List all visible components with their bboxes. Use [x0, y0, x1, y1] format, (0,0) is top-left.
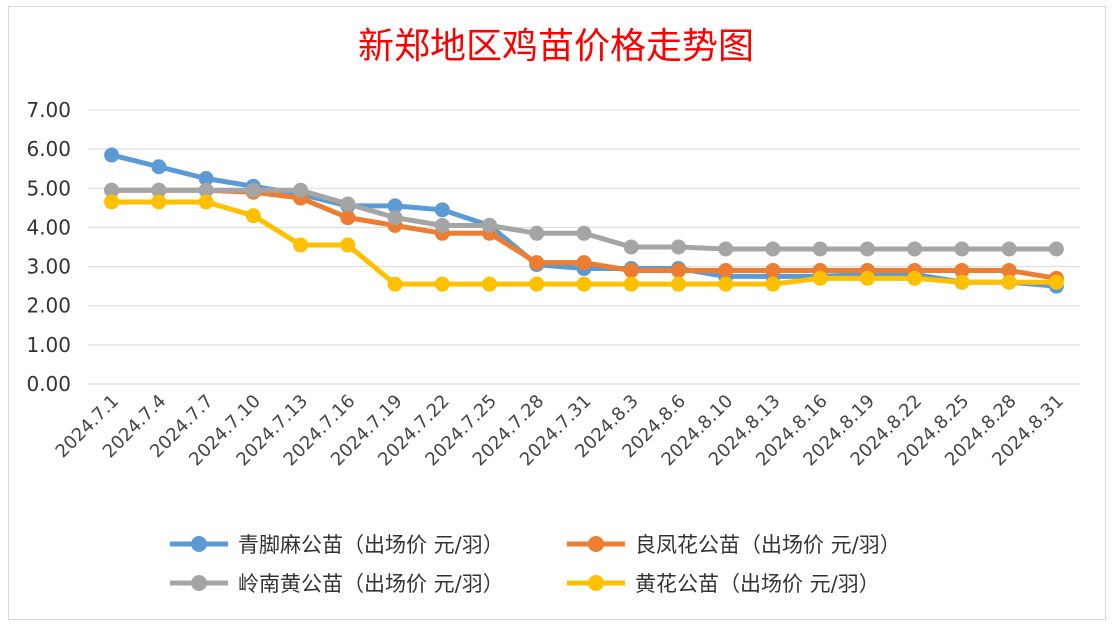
data-point	[765, 241, 781, 257]
data-point	[340, 210, 356, 226]
legend-item: 岭南黄公苗（出场价 元/羽）	[170, 572, 504, 596]
data-point	[104, 182, 120, 198]
data-point	[1001, 241, 1017, 257]
legend-item: 黄花公苗（出场价 元/羽）	[567, 572, 880, 596]
data-point	[1048, 274, 1064, 290]
data-point	[434, 202, 450, 218]
legend-marker	[588, 536, 604, 552]
x-axis-labels: 2024.7.12024.7.42024.7.72024.7.102024.7.…	[52, 391, 1068, 471]
data-point	[1001, 274, 1017, 290]
y-tick-label: 4.00	[26, 215, 71, 239]
data-point	[718, 262, 734, 278]
y-tick-label: 5.00	[26, 176, 71, 200]
data-point	[529, 255, 545, 271]
data-point	[434, 276, 450, 292]
legend-item: 良凤花公苗（出场价 元/羽）	[567, 533, 901, 557]
data-point	[434, 217, 450, 233]
data-point	[623, 262, 639, 278]
legend-label: 岭南黄公苗（出场价 元/羽）	[238, 572, 504, 596]
data-point	[623, 276, 639, 292]
data-point	[812, 270, 828, 286]
data-point	[907, 241, 923, 257]
data-point	[198, 171, 214, 186]
data-point	[765, 262, 781, 278]
legend-label: 黄花公苗（出场价 元/羽）	[635, 572, 880, 596]
y-tick-label: 7.00	[26, 98, 71, 122]
data-point	[670, 276, 686, 292]
chart-title: 新郑地区鸡苗价格走势图	[358, 26, 754, 67]
data-point	[812, 241, 828, 257]
data-point	[765, 276, 781, 292]
data-point	[623, 239, 639, 255]
data-point	[1048, 241, 1064, 257]
data-point	[670, 262, 686, 278]
y-tick-label: 2.00	[26, 294, 71, 318]
data-point	[151, 194, 167, 210]
chart-frame	[8, 6, 1106, 620]
legend-marker	[191, 536, 207, 552]
data-point	[340, 196, 356, 212]
data-point	[576, 225, 592, 241]
y-axis-labels: 0.00 1.00 2.00 3.00 4.00 5.00 6.00 7.00	[26, 98, 71, 396]
data-point	[954, 274, 970, 290]
data-point	[954, 262, 970, 278]
data-point	[576, 255, 592, 271]
data-point	[104, 194, 120, 210]
data-point	[907, 270, 923, 286]
data-point	[387, 198, 403, 214]
data-point	[293, 182, 309, 198]
data-point	[151, 182, 167, 198]
data-point	[387, 210, 403, 226]
data-point	[576, 276, 592, 292]
data-point	[198, 194, 214, 210]
data-point	[245, 208, 261, 224]
data-point	[1001, 262, 1017, 278]
data-point	[670, 239, 686, 255]
data-point	[387, 276, 403, 292]
data-point	[718, 241, 734, 257]
legend-item: 青脚麻公苗（出场价 元/羽）	[170, 533, 504, 557]
series-3	[104, 182, 1064, 257]
data-point	[859, 270, 875, 286]
data-point	[482, 276, 498, 292]
y-tick-label: 3.00	[26, 255, 71, 279]
data-point	[718, 276, 734, 292]
y-tick-label: 6.00	[26, 137, 71, 161]
data-point	[954, 241, 970, 257]
legend-marker	[191, 575, 207, 591]
y-tick-label: 0.00	[26, 372, 71, 396]
data-point	[151, 159, 167, 175]
data-point	[859, 241, 875, 257]
data-point	[293, 237, 309, 253]
data-point	[529, 276, 545, 292]
legend-marker	[588, 575, 604, 591]
legend-label: 青脚麻公苗（出场价 元/羽）	[238, 533, 504, 557]
data-point	[245, 182, 261, 198]
data-point	[482, 217, 498, 233]
legend: 青脚麻公苗（出场价 元/羽） 良凤花公苗（出场价 元/羽） 岭南黄公苗（出场价 元/…	[170, 533, 901, 596]
data-point	[104, 147, 120, 163]
series-4	[104, 194, 1064, 292]
data-point	[340, 237, 356, 253]
series-lines	[104, 147, 1064, 294]
data-point	[198, 182, 214, 198]
data-point	[529, 225, 545, 241]
y-tick-label: 1.00	[26, 333, 71, 357]
legend-label: 良凤花公苗（出场价 元/羽）	[635, 533, 901, 557]
